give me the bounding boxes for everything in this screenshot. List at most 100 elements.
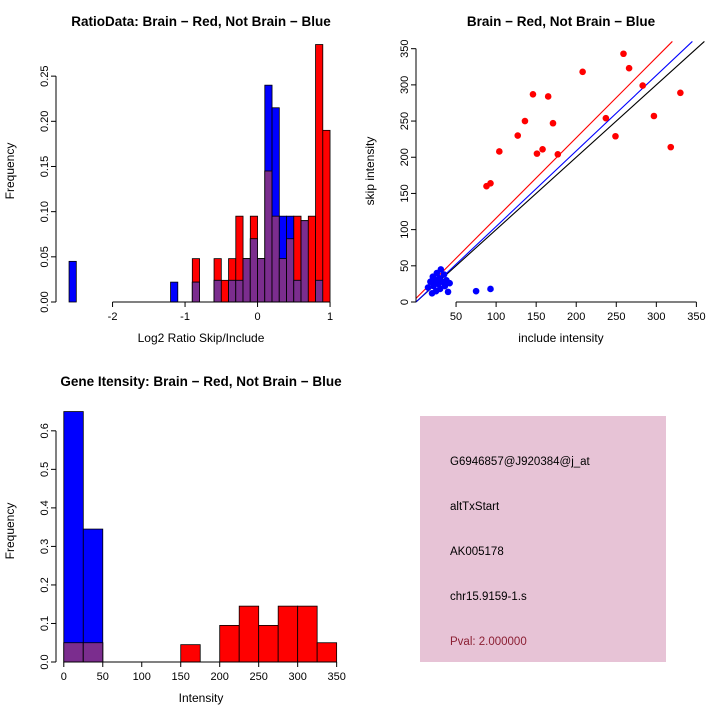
ratio-histogram-plot: -2 -1 0 1 0.00 0.05 0.10 0.15 0.20 0.25 Log2 Ratio…: [3, 44, 333, 345]
hist-bar: [258, 624, 279, 663]
y-tick-label: 0.05: [39, 246, 51, 267]
brain-red-point: [639, 82, 647, 89]
y-tick-label: 0.4: [39, 500, 51, 515]
x-tick-label: 250: [607, 311, 625, 323]
hist-bar: [271, 215, 280, 303]
hist-bar: [315, 44, 324, 303]
hist-bar: [213, 279, 222, 303]
not-brain-blue-point: [446, 279, 453, 287]
y-tick-label: 0.6: [39, 423, 51, 438]
hist-bar: [249, 238, 258, 303]
hist-bar: [257, 258, 266, 303]
brain-red-point: [602, 114, 610, 122]
not-brain-blue-point: [444, 288, 452, 296]
x-tick-label: 300: [288, 671, 306, 683]
brain-red-point: [514, 132, 522, 139]
hist-bar: [235, 279, 244, 303]
brain-red-point: [521, 117, 529, 125]
hist-bar: [180, 644, 201, 663]
y-tick-label: 250: [399, 112, 411, 130]
y-axis-label: skip intensity: [363, 137, 377, 206]
fit-line: [415, 41, 693, 303]
y-tick-label: 0.3: [39, 539, 51, 554]
brain-red-point: [650, 112, 658, 120]
y-tick-label: 0: [399, 299, 411, 305]
hist-bar: [293, 279, 302, 303]
hist-bar: [322, 129, 331, 303]
y-tick-label: 0.0: [39, 654, 51, 669]
hist-bar: [277, 605, 299, 663]
hist-bar: [82, 528, 104, 663]
hist-bar: [170, 281, 179, 303]
x-tick-label: 100: [133, 671, 151, 683]
brain-red-point: [533, 150, 541, 157]
hist-bar: [264, 170, 273, 303]
x-tick-label: 350: [327, 671, 345, 683]
y-tick-label: 100: [399, 220, 411, 238]
y-axis-label: Frequency: [3, 143, 17, 200]
y-tick-label: 350: [399, 40, 411, 58]
x-axis-label: Intensity: [179, 691, 224, 705]
y-tick-label: 0.25: [39, 65, 51, 86]
y-tick-label: 0.1: [39, 616, 51, 631]
y-tick-label: 0.5: [39, 462, 51, 477]
hist-bar: [219, 624, 240, 663]
panel-gene-intensity-histogram: Gene Itensity: Brain − Red, Not Brain − …: [0, 360, 360, 720]
y-axis-label: Frequency: [3, 503, 17, 560]
brain-red-point: [549, 119, 557, 127]
brain-red-point: [612, 132, 619, 140]
info-box: G6946857@J920384@j_at altTxStart AK00517…: [420, 416, 666, 662]
x-tick-label: 300: [647, 311, 665, 323]
ratio-histogram-title: RatioData: Brain − Red, Not Brain − Blue: [71, 14, 331, 29]
panel-intensity-scatter: Brain − Red, Not Brain − Blue 50 100 150 20…: [360, 0, 720, 360]
x-tick-label: -1: [180, 311, 190, 323]
y-tick-label: 50: [399, 260, 411, 272]
hist-bar: [286, 238, 295, 303]
brain-red-point: [487, 180, 494, 187]
locus-text: chr15.9159-1.s: [450, 591, 527, 603]
hist-bar: [68, 260, 77, 303]
x-tick-label: 250: [250, 671, 268, 683]
brain-red-point: [579, 68, 586, 76]
x-tick-label: 0: [61, 671, 67, 683]
x-tick-label: 1: [327, 311, 333, 323]
not-brain-blue-point: [441, 282, 449, 290]
accession-text: AK005178: [450, 546, 504, 558]
y-tick-label: 0.15: [39, 156, 51, 177]
brain-red-point: [677, 89, 684, 97]
not-brain-blue-point: [440, 271, 448, 278]
hist-bar: [191, 281, 200, 303]
hist-bar: [220, 279, 229, 303]
x-tick-label: 0: [254, 311, 260, 323]
hist-bar: [228, 279, 237, 303]
brain-red-point: [496, 148, 503, 155]
brain-red-point: [554, 151, 562, 158]
x-tick-label: 150: [527, 311, 545, 323]
x-tick-label: 50: [97, 671, 109, 683]
not-brain-blue-point: [437, 266, 445, 273]
brain-red-point: [544, 93, 552, 100]
x-tick-label: 50: [450, 311, 462, 323]
y-tick-label: 200: [399, 148, 411, 166]
gene-intensity-plot: 0 50 100 150 200 250 300 350 0.0 0.1 0.2 0.3 0.4 0.5 0…: [3, 411, 346, 705]
x-tick-label: 200: [211, 671, 229, 683]
not-brain-blue-point: [472, 287, 480, 295]
y-tick-label: 0.00: [39, 291, 51, 312]
gene-intensity-title: Gene Itensity: Brain − Red, Not Brain − …: [60, 374, 342, 389]
x-tick-label: -2: [108, 311, 118, 323]
not-brain-blue-point: [487, 285, 494, 293]
hist-bar: [316, 642, 338, 663]
fit-line: [415, 41, 705, 303]
x-tick-label: 100: [487, 311, 505, 323]
x-axis-label: include intensity: [518, 331, 603, 345]
intensity-scatter-plot: 50 100 150 200 250 300 350 0 50 100 150 200 250 300 35…: [363, 40, 706, 345]
hist-bar: [307, 215, 316, 303]
event-type-text: altTxStart: [450, 501, 500, 513]
hist-bar: [242, 258, 251, 303]
x-axis-label: Log2 Ratio Skip/Include: [138, 331, 265, 345]
brain-red-point: [625, 64, 633, 72]
brain-red-point: [529, 90, 537, 98]
y-tick-label: 0.20: [39, 111, 51, 132]
not-brain-blue-point: [424, 284, 432, 291]
